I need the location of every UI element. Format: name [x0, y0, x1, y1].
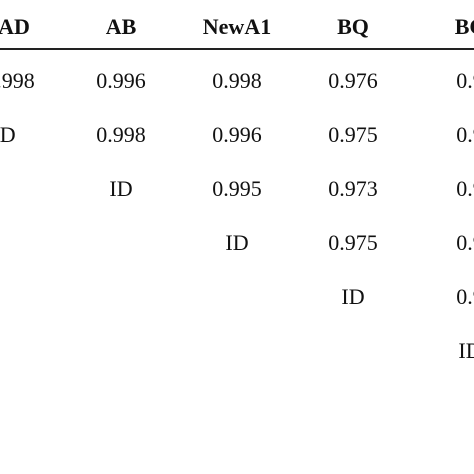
- table-cell: 0.9: [456, 284, 474, 309]
- table-cell: ID: [0, 122, 16, 147]
- header-ad: AD: [0, 14, 30, 39]
- table-cell: 0.975: [328, 122, 378, 147]
- table-cell: ID: [109, 176, 133, 201]
- table-cell: ID: [225, 230, 249, 255]
- header-bq: BQ: [337, 14, 369, 39]
- table-cell: 0.973: [328, 176, 378, 201]
- table-cell: 0.9: [456, 122, 474, 147]
- table-cell: 0.976: [328, 68, 378, 93]
- table-cell: ID: [341, 284, 365, 309]
- table-cell: 0.998: [0, 68, 35, 93]
- table-cell: 0.995: [212, 176, 262, 201]
- table-cell: 0.975: [328, 230, 378, 255]
- table-cell: 0.998: [96, 122, 146, 147]
- table-cell: 0.998: [212, 68, 262, 93]
- header-bc: BC: [454, 14, 474, 39]
- header-rule: [0, 48, 474, 50]
- table-cell: 0.9: [456, 68, 474, 93]
- header-ab: AB: [105, 14, 137, 39]
- table-cell: 0.9: [456, 230, 474, 255]
- table-cell: 0.996: [96, 68, 146, 93]
- table-cell: 0.9: [456, 176, 474, 201]
- table-cell: ID: [458, 338, 474, 363]
- header-newa1: NewA1: [202, 14, 272, 39]
- table-cell: 0.996: [212, 122, 262, 147]
